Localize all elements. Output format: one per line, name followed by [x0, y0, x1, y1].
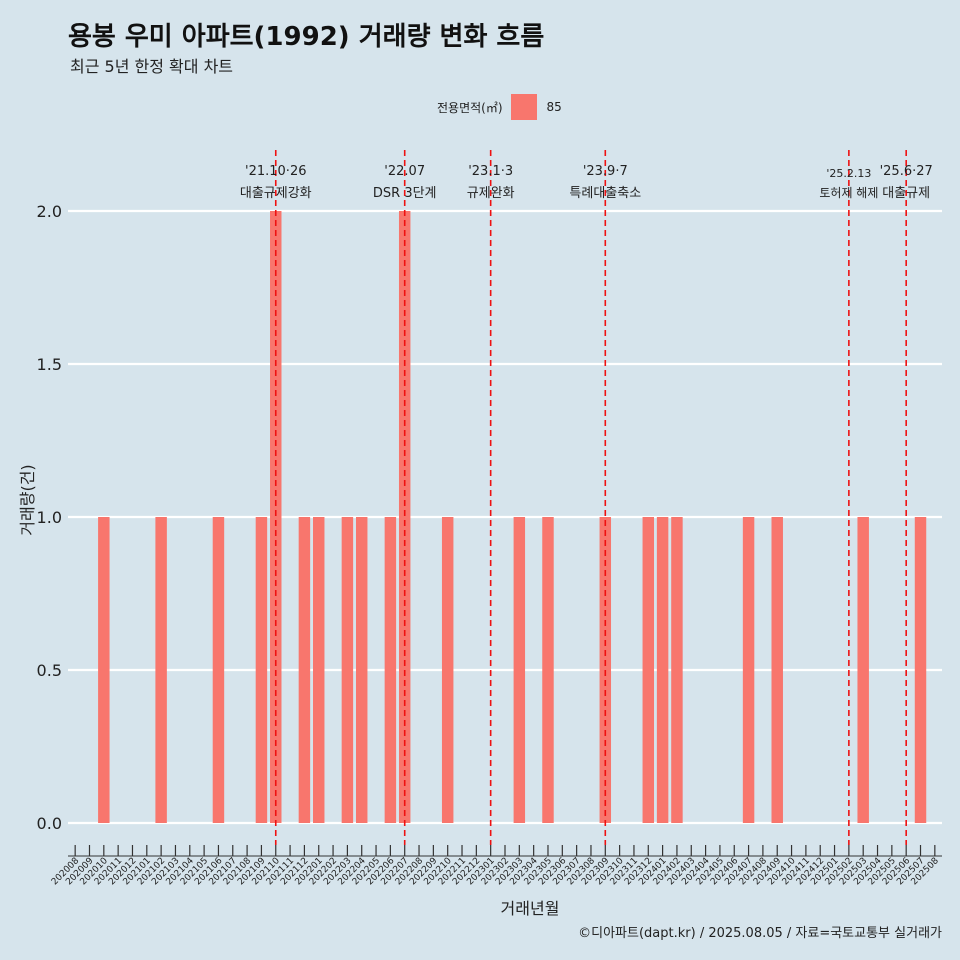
- axis-layer: 0.00.51.01.52.02020082020092020102020112…: [37, 202, 942, 887]
- bar: [914, 517, 927, 823]
- bar: [671, 517, 683, 823]
- chart-title: 용봉 우미 아파트(1992) 거래량 변화 흐름: [68, 22, 545, 52]
- legend: 전용면적(㎡) 85: [437, 93, 562, 121]
- event-label: 규제완화: [467, 186, 515, 201]
- bar: [513, 517, 526, 823]
- event-date-label: '23.9·7: [583, 164, 628, 179]
- bar: [98, 517, 110, 823]
- bar: [212, 517, 225, 823]
- bar: [742, 517, 755, 823]
- event-date-label: '21.10·26: [245, 164, 306, 179]
- bar: [313, 517, 325, 823]
- caption: ©디아파트(dapt.kr) / 2025.08.05 / 자료=국토교통부 실…: [578, 926, 942, 941]
- bar: [155, 517, 167, 823]
- bar: [441, 517, 454, 823]
- event-label: 특례대출축소: [569, 186, 641, 201]
- bar: [398, 211, 411, 823]
- bar: [771, 517, 783, 823]
- bar: [270, 211, 282, 823]
- bar: [255, 517, 268, 823]
- event-label: 대출규제: [882, 186, 930, 201]
- bar: [656, 517, 669, 823]
- y-tick-label: 1.5: [37, 355, 62, 374]
- bar-layer: [98, 211, 927, 823]
- y-tick-label: 0.0: [37, 814, 62, 833]
- legend-swatch: [510, 94, 537, 120]
- event-layer: '21.10·26 대출규제강화 '22.07 DSR 3단계 '23.1·3 규제완화 '…: [240, 150, 933, 845]
- bar: [298, 517, 311, 823]
- bar: [542, 517, 554, 823]
- y-axis-label: 거래량(건): [18, 464, 37, 535]
- event-date-label: '25.6·27: [880, 164, 933, 179]
- event-label: 대출규제강화: [240, 186, 312, 201]
- legend-label: 85: [546, 100, 562, 114]
- bar: [384, 517, 397, 823]
- event-date-label: '23.1·3: [468, 164, 513, 179]
- bar: [857, 517, 869, 823]
- bar: [341, 517, 354, 823]
- event-label: 토허제 해제: [819, 186, 878, 200]
- chart-subtitle: 최근 5년 한정 확대 차트: [70, 57, 234, 76]
- grid-layer: [68, 209, 942, 825]
- bar: [355, 517, 368, 823]
- y-tick-label: 0.5: [37, 661, 62, 680]
- event-label: DSR 3단계: [373, 186, 437, 201]
- y-tick-label: 1.0: [37, 508, 62, 527]
- bar: [642, 517, 655, 823]
- legend-title: 전용면적(㎡): [437, 100, 503, 115]
- x-axis-label: 거래년월: [501, 899, 560, 918]
- event-date-label: '25.2.13: [826, 167, 871, 180]
- y-tick-label: 2.0: [37, 202, 62, 221]
- event-date-label: '22.07: [384, 164, 425, 179]
